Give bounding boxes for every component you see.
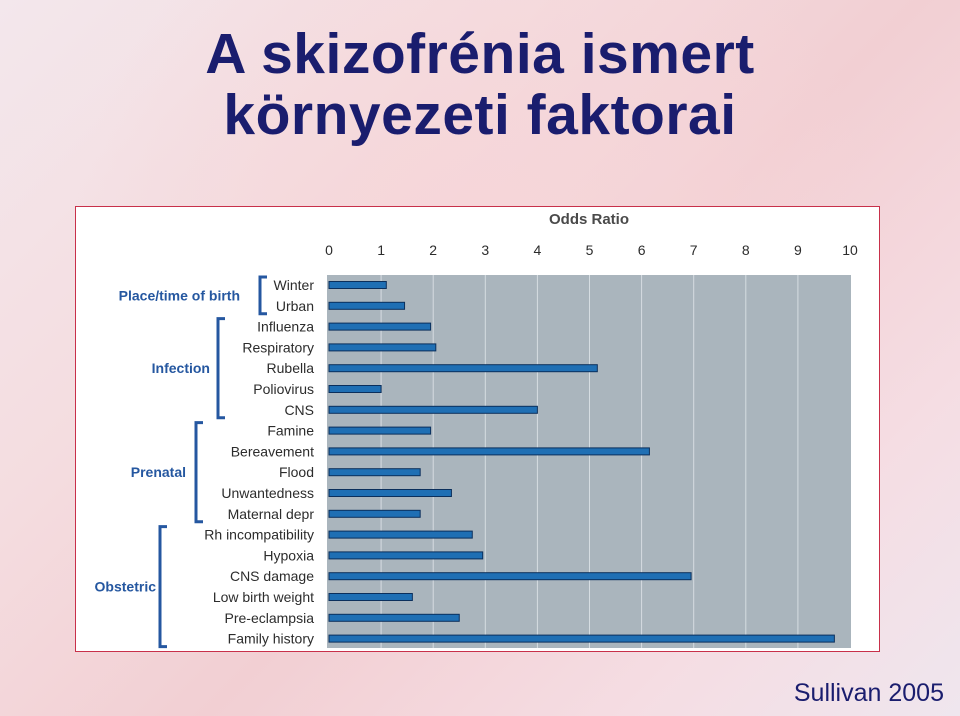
bar <box>328 468 421 477</box>
bar <box>328 426 432 435</box>
category-label: Pre-eclampsia <box>225 610 315 626</box>
x-tick-label: 0 <box>325 242 333 258</box>
group-bracket <box>258 275 267 316</box>
bar <box>328 551 484 560</box>
bar <box>328 322 432 331</box>
x-tick-label: 6 <box>638 242 646 258</box>
category-label: Maternal depr <box>228 506 315 522</box>
bar <box>328 572 692 581</box>
x-tick-label: 3 <box>481 242 489 258</box>
title-line-2: környezeti faktorai <box>223 83 737 147</box>
bar <box>328 447 650 456</box>
x-tick-label: 5 <box>586 242 594 258</box>
group-label: Infection <box>152 360 210 376</box>
category-label: CNS <box>284 402 314 418</box>
source-credit: Sullivan 2005 <box>793 679 944 707</box>
group-bracket <box>158 525 167 649</box>
group-label: Obstetric <box>95 579 157 595</box>
category-label: Famine <box>267 423 314 439</box>
category-label: Rh incompatibility <box>204 527 314 543</box>
bar <box>328 530 473 539</box>
bar <box>328 509 421 518</box>
category-label: CNS damage <box>230 568 314 584</box>
x-tick-label: 8 <box>742 242 750 258</box>
group-label: Prenatal <box>131 464 186 480</box>
odds-ratio-chart: Odds Ratio 0 1 2 3 4 5 6 7 8 9 10 Winter Urban Influen… <box>95 211 858 649</box>
category-label: Family history <box>228 631 314 647</box>
group-bracket <box>194 421 203 524</box>
chart-panel: Odds Ratio 0 1 2 3 4 5 6 7 8 9 10 Winter Urban Influen… <box>75 206 880 652</box>
category-label: Bereavement <box>231 443 314 459</box>
bar <box>328 489 452 497</box>
bar <box>328 343 437 352</box>
bar <box>328 613 460 622</box>
group-bracket <box>216 317 225 420</box>
category-label: Winter <box>274 277 315 293</box>
x-tick-label: 9 <box>794 242 802 258</box>
category-label: Hypoxia <box>263 547 314 563</box>
x-tick-label: 10 <box>842 242 858 258</box>
bar <box>328 593 413 601</box>
category-label: Rubella <box>267 360 315 376</box>
category-label: Urban <box>276 298 314 314</box>
category-label: Unwantedness <box>221 485 314 501</box>
x-tick-label: 4 <box>534 242 542 258</box>
bar <box>328 405 538 414</box>
bar <box>328 385 382 393</box>
bar <box>328 281 387 289</box>
group-label: Place/time of birth <box>119 287 240 303</box>
bar <box>328 634 835 643</box>
x-tick-label: 2 <box>429 242 437 258</box>
category-label: Poliovirus <box>253 381 314 397</box>
category-label: Respiratory <box>242 339 314 355</box>
chart-title: Odds Ratio <box>549 211 629 228</box>
title-line-1: A skizofrénia ismert <box>205 22 755 86</box>
x-tick-label: 1 <box>377 242 385 258</box>
slide-title: A skizofrénia ismert környezeti faktorai <box>0 24 960 146</box>
category-label: Influenza <box>257 319 314 335</box>
category-label: Flood <box>279 464 314 480</box>
bar <box>328 364 598 373</box>
category-label: Low birth weight <box>213 589 314 605</box>
bar <box>328 301 406 310</box>
x-tick-label: 7 <box>690 242 698 258</box>
